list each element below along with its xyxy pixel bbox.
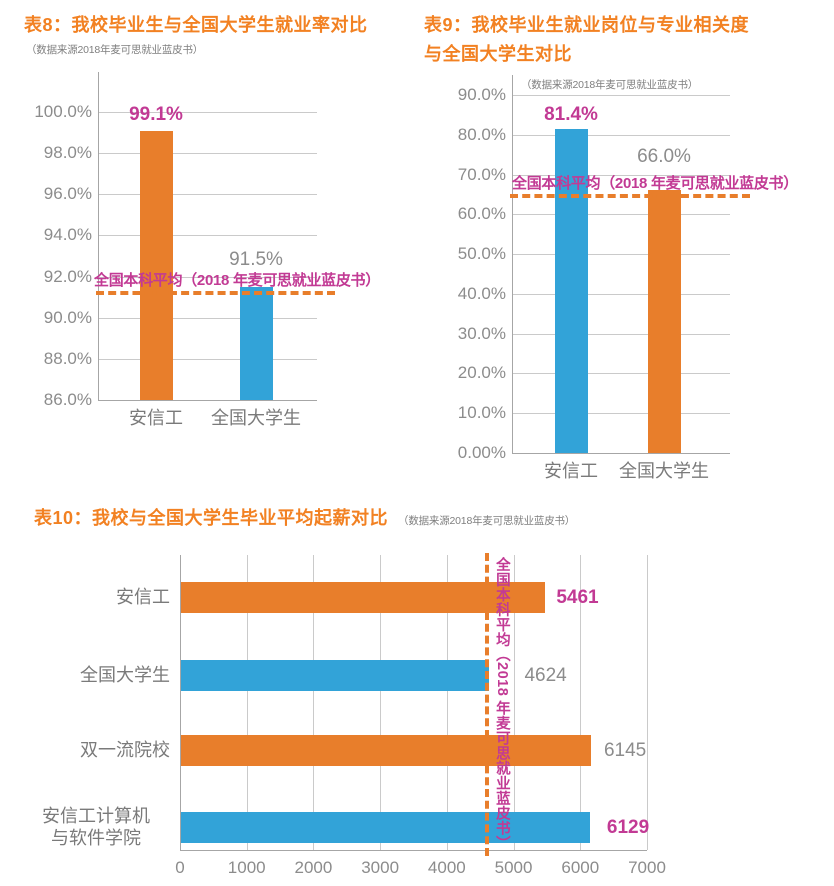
gridline bbox=[512, 453, 730, 454]
bar-value-label: 66.0% bbox=[637, 146, 691, 168]
bar-value-label: 6145 bbox=[603, 740, 647, 761]
x-tick-label: 7000 bbox=[628, 858, 666, 877]
y-tick-label: 50.0% bbox=[457, 244, 506, 264]
ref-line bbox=[510, 194, 750, 199]
bar bbox=[181, 582, 546, 613]
x-tick-label: 0 bbox=[175, 858, 185, 877]
y-tick-label: 94.0% bbox=[43, 225, 92, 245]
category-label: 全国大学生 bbox=[619, 461, 709, 481]
chart10-plot: 0 1000 2000 3000 4000 5000 6000 7000 5461 安信工 4624… bbox=[42, 553, 666, 877]
y-axis-line bbox=[512, 75, 513, 453]
category-label: 安信工计算机 与软件学院 bbox=[42, 806, 150, 848]
gridline bbox=[512, 254, 730, 256]
x-tick-label: 6000 bbox=[561, 858, 600, 877]
y-axis-line bbox=[98, 72, 99, 400]
y-tick-label: 90.0% bbox=[457, 85, 506, 104]
gridline bbox=[98, 194, 317, 196]
bar bbox=[647, 190, 681, 453]
y-tick-label: 30.0% bbox=[457, 323, 506, 343]
gridline bbox=[98, 317, 317, 319]
gridline bbox=[98, 400, 317, 401]
category-label: 安信工 bbox=[116, 587, 170, 607]
y-tick-label: 60.0% bbox=[457, 204, 506, 224]
y-tick-label: 40.0% bbox=[457, 283, 506, 303]
chart10-title: 表10：我校与全国大学生毕业平均起薪对比 bbox=[34, 508, 389, 528]
y-tick-label: 88.0% bbox=[43, 348, 92, 368]
gridline bbox=[512, 373, 730, 375]
bar bbox=[239, 286, 273, 400]
category-label: 全国大学生 bbox=[80, 665, 170, 685]
y-tick-label: 98.0% bbox=[43, 143, 92, 163]
ref-line bbox=[484, 553, 489, 856]
gridline bbox=[512, 333, 730, 335]
y-tick-label: 0.00% bbox=[457, 443, 506, 462]
gridline bbox=[98, 276, 317, 278]
bar bbox=[181, 735, 591, 766]
gridline bbox=[246, 555, 248, 850]
y-tick-label: 86.0% bbox=[43, 390, 92, 409]
gridline bbox=[512, 174, 730, 176]
y-tick-label: 96.0% bbox=[43, 184, 92, 204]
ref-line-label: 全国本科平均（2018 年麦可思就业蓝皮书） bbox=[493, 557, 510, 851]
bar bbox=[181, 812, 590, 843]
gridline bbox=[512, 413, 730, 415]
gridline bbox=[98, 112, 317, 113]
x-tick-label: 3000 bbox=[361, 858, 400, 877]
category-label: 安信工 bbox=[544, 461, 598, 481]
gridline bbox=[512, 134, 730, 136]
y-tick-label: 90.0% bbox=[43, 307, 92, 327]
ref-line-label: 全国本科平均（2018 年麦可思就业蓝皮书） bbox=[512, 175, 798, 193]
category-label: 双一流院校 bbox=[80, 740, 170, 760]
x-tick-label: 5000 bbox=[494, 858, 533, 877]
gridline bbox=[446, 555, 448, 850]
y-tick-label: 80.0% bbox=[457, 124, 506, 144]
y-tick-label: 92.0% bbox=[43, 266, 92, 286]
x-tick-label: 1000 bbox=[227, 858, 266, 877]
gridline bbox=[647, 555, 648, 850]
bar-value-label: 6129 bbox=[606, 817, 650, 838]
gridline bbox=[380, 555, 382, 850]
bar-value-label: 91.5% bbox=[229, 248, 283, 270]
gridline bbox=[512, 95, 730, 96]
x-tick-label: 2000 bbox=[294, 858, 333, 877]
bar bbox=[139, 130, 173, 400]
chart10-title-row: 表10：我校与全国大学生毕业平均起薪对比 （数据来源2018年麦可思就业蓝皮书） bbox=[34, 504, 575, 533]
bar bbox=[554, 129, 588, 453]
gridline bbox=[98, 153, 317, 155]
y-tick-label: 10.0% bbox=[457, 403, 506, 423]
chart8-plot: 100.0% 98.0% 96.0% 94.0% 92.0% 90.0% 88.0% 86.0… bbox=[34, 72, 380, 428]
chart10-source: （数据来源2018年麦可思就业蓝皮书） bbox=[398, 515, 576, 527]
chart9-plot: 90.0% 80.0% 70.0% 60.0% 50.0% 40.0% 30.0% 20.0%… bbox=[458, 75, 798, 481]
y-tick-label: 20.0% bbox=[457, 363, 506, 383]
gridline bbox=[98, 235, 317, 237]
bar bbox=[181, 660, 490, 691]
category-label: 安信工 bbox=[129, 408, 183, 428]
chart8-title: 表8：我校毕业生与全国大学生就业率对比 bbox=[24, 15, 368, 35]
bar-value-label: 81.4% bbox=[544, 104, 598, 126]
ref-line bbox=[96, 291, 335, 296]
y-tick-label: 70.0% bbox=[457, 164, 506, 184]
gridline bbox=[313, 555, 315, 850]
gridline bbox=[512, 214, 730, 216]
category-label: 全国大学生 bbox=[211, 408, 301, 428]
y-tick-label: 100.0% bbox=[34, 102, 92, 121]
chart9-source: （数据来源2018年麦可思就业蓝皮书） bbox=[521, 79, 699, 91]
bar-value-label: 4624 bbox=[524, 665, 567, 686]
ref-line-label: 全国本科平均（2018 年麦可思就业蓝皮书） bbox=[94, 272, 380, 290]
gridline bbox=[98, 358, 317, 360]
gridline bbox=[513, 555, 515, 850]
gridline bbox=[180, 555, 181, 850]
bar-value-label: 99.1% bbox=[129, 103, 183, 125]
x-tick-label: 4000 bbox=[427, 858, 466, 877]
gridline bbox=[580, 555, 582, 850]
x-axis-line bbox=[180, 850, 647, 851]
chart8-source: （数据来源2018年麦可思就业蓝皮书） bbox=[26, 44, 204, 56]
bar-value-label: 5461 bbox=[556, 587, 599, 608]
gridline bbox=[512, 293, 730, 295]
chart9-title: 表9：我校毕业生就业岗位与专业相关度 与全国大学生对比 bbox=[424, 15, 750, 64]
